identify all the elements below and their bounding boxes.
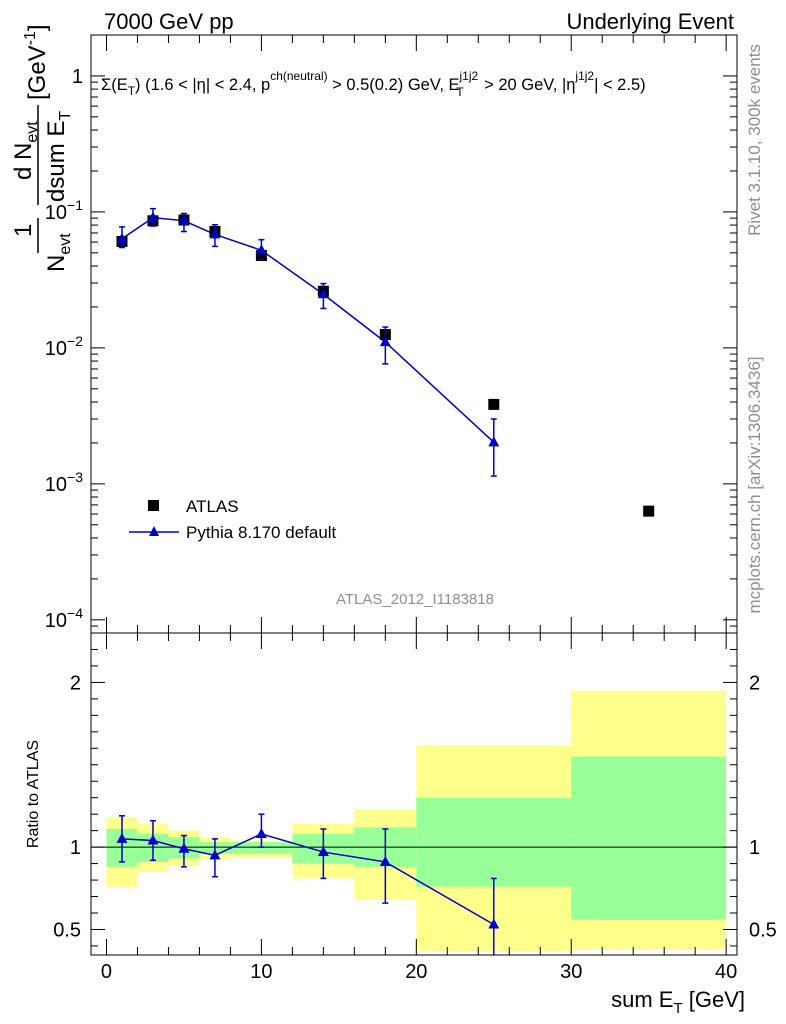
ratio-x-axis-label: sum ET [GeV] — [611, 987, 745, 1017]
svg-text:d Nevt: d Nevt — [10, 121, 41, 180]
analysis-label: ATLAS_2012_I1183818 — [336, 591, 494, 608]
ratio-data-layer — [91, 690, 737, 955]
main-x-axis — [105, 35, 727, 633]
svg-text:1: 1 — [10, 224, 37, 237]
ratio-x-tick-label: 20 — [405, 961, 427, 983]
legend: ATLAS Pythia 8.170 default — [129, 497, 337, 542]
legend-atlas-marker — [148, 500, 159, 511]
ratio-data-point — [379, 855, 391, 866]
main-title: Σ(ET) (1.6 < |η| < 2.4, pch(neutral) > 0… — [101, 69, 646, 99]
ratio-x-tick-label: 40 — [715, 961, 737, 983]
main-y-tick-label: 10−4 — [45, 605, 83, 632]
main-data-layer — [116, 207, 655, 517]
pythia-data-point — [379, 336, 391, 347]
ratio-panel-frame — [90, 632, 738, 956]
pythia-data-point — [116, 232, 128, 243]
atlas-data-point — [488, 398, 500, 410]
header-left-label: 7000 GeV pp — [104, 9, 234, 34]
rivet-version-label: Rivet 3.1.10, 300k events — [745, 44, 764, 236]
ratio-data-point — [317, 846, 329, 857]
atlas-data-point — [643, 505, 655, 517]
ratio-x-tick-label: 10 — [250, 961, 272, 983]
ratio-x-tick-label: 0 — [101, 961, 112, 983]
main-panel: 10−410−310−210−11 Σ(ET) (1.6 < |η| < 2.4… — [10, 24, 738, 634]
main-y-axis: 10−410−310−210−11 — [45, 34, 737, 634]
legend-pythia-marker — [149, 526, 159, 536]
ratio-data-point — [209, 849, 221, 860]
pythia-data-point — [147, 211, 159, 222]
ratio-pythia-line — [121, 833, 495, 926]
main-y-tick-label: 1 — [72, 66, 83, 88]
pythia-line — [121, 216, 495, 443]
ratio-y-tick-label-left: 0.5 — [53, 919, 81, 941]
ratio-data-point — [488, 918, 500, 929]
ratio-inner-band — [230, 842, 293, 854]
ratio-panel: 0.5 0.5 1 1 2 2 0 10 20 30 40 Ratio to ATLAS sum … — [25, 632, 777, 1017]
ratio-y-tick-label-right: 2 — [749, 672, 760, 694]
legend-pythia-label: Pythia 8.170 default — [186, 523, 337, 542]
pythia-data-point — [317, 288, 329, 299]
mcplots-label: mcplots.cern.ch [arXiv:1306.3436] — [745, 356, 764, 613]
ratio-data-point — [116, 832, 128, 843]
ratio-y-tick-label-right: 1 — [749, 837, 760, 859]
ratio-y-axis: 0.5 0.5 1 1 2 2 — [53, 648, 777, 947]
main-panel-frame — [90, 34, 738, 634]
svg-text:dsum ET: dsum ET — [43, 111, 74, 202]
pythia-data-point — [178, 214, 190, 225]
ratio-data-point — [255, 827, 267, 838]
main-y-axis-label: 1 Nevt d Nevt dsum ET [GeV-1] — [10, 24, 74, 272]
ratio-inner-band — [416, 797, 572, 887]
pythia-data-point — [488, 436, 500, 447]
ratio-y-tick-label-left: 1 — [70, 837, 81, 859]
ratio-x-tick-label: 30 — [560, 961, 582, 983]
ratio-y-axis-label: Ratio to ATLAS — [25, 740, 42, 848]
svg-text:[GeV-1]: [GeV-1] — [22, 24, 51, 100]
ratio-inner-band — [571, 756, 727, 920]
ratio-x-axis: 0 10 20 30 40 — [101, 633, 737, 983]
pythia-data-point — [255, 244, 267, 255]
main-y-tick-label: 10−3 — [45, 469, 83, 496]
ratio-y-tick-label-left: 2 — [70, 672, 81, 694]
ratio-data-point — [147, 834, 159, 845]
header-right-label: Underlying Event — [566, 9, 734, 34]
svg-text:Nevt: Nevt — [43, 233, 74, 272]
main-y-tick-label: 10−2 — [45, 333, 83, 360]
pythia-data-point — [209, 228, 221, 239]
legend-atlas-label: ATLAS — [186, 497, 239, 516]
ratio-data-point — [178, 842, 190, 853]
ratio-y-tick-label-right: 0.5 — [749, 919, 777, 941]
